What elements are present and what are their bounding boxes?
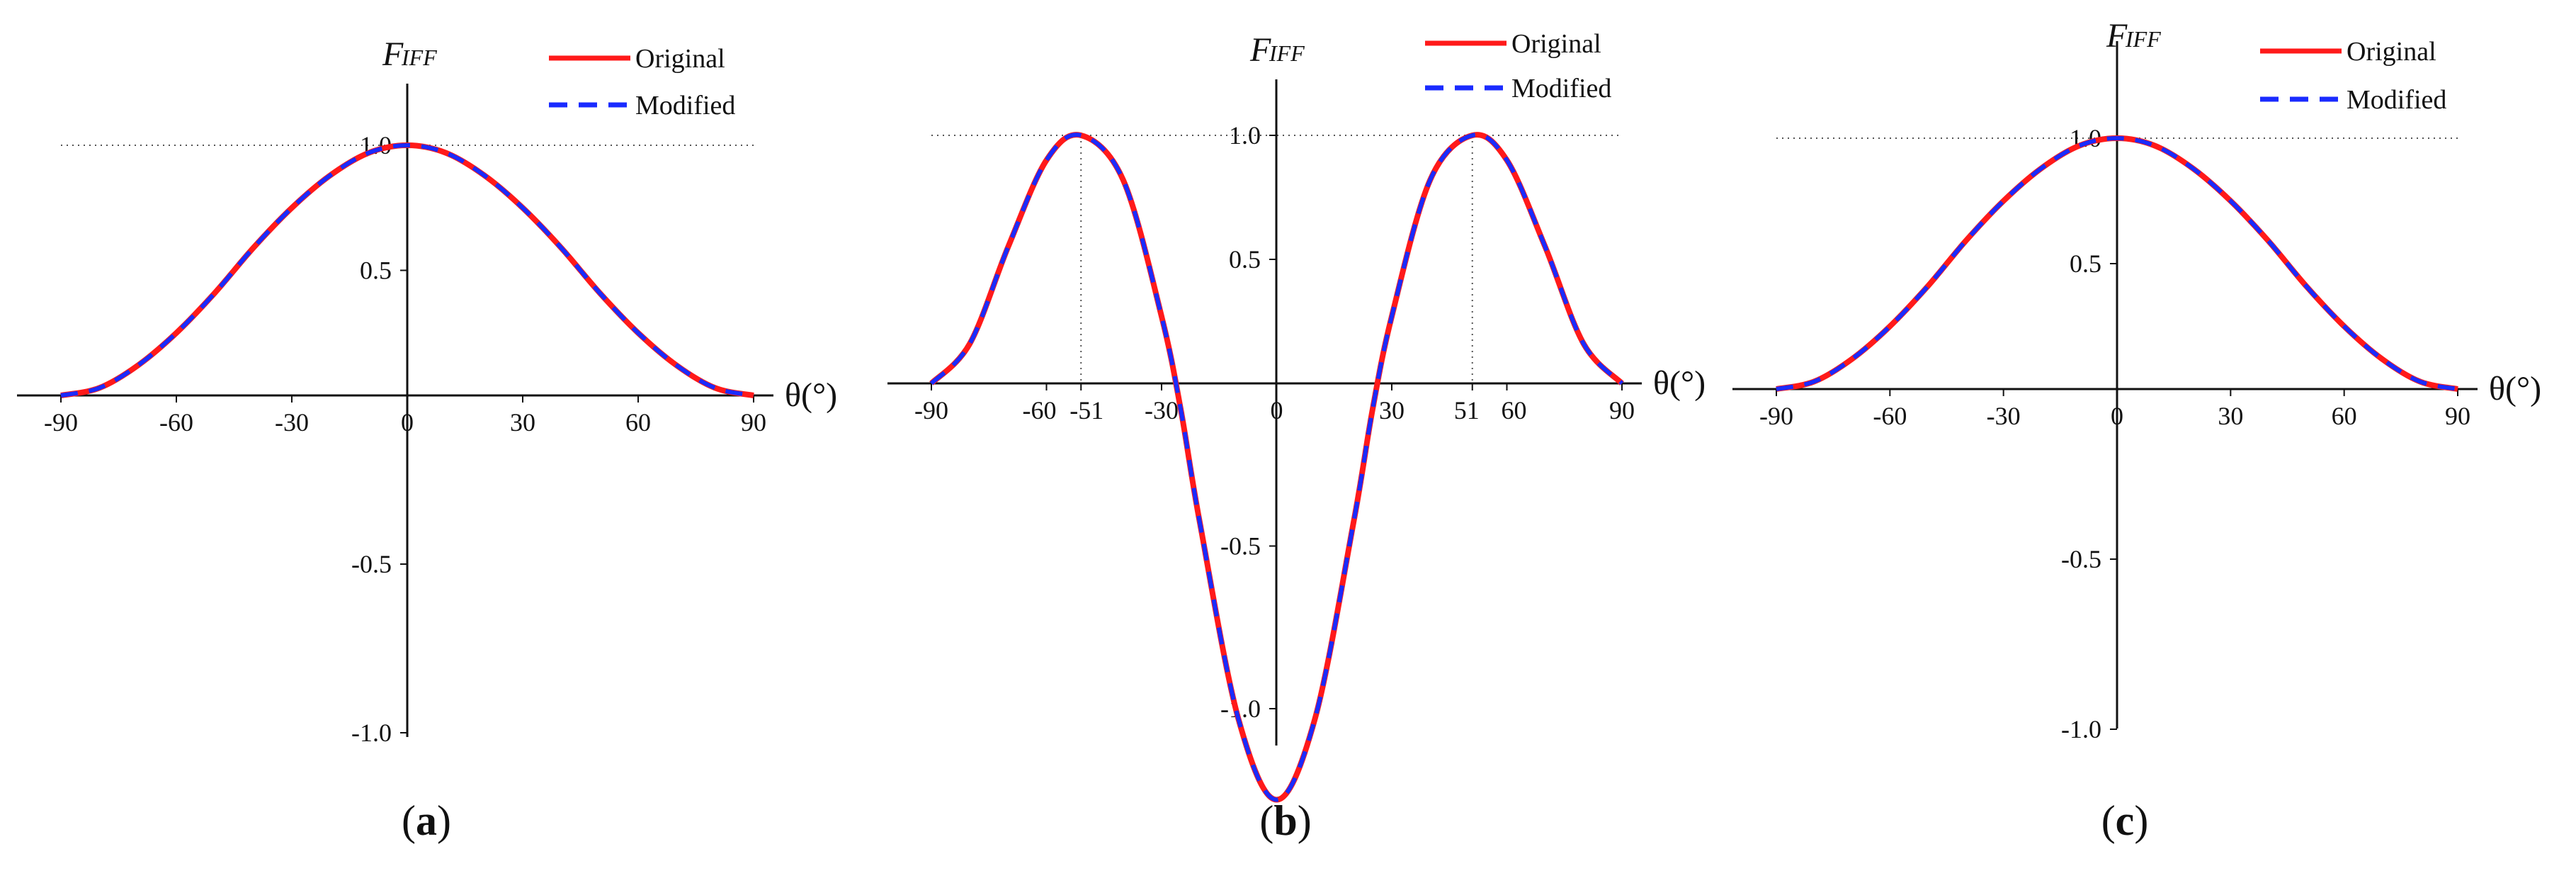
- y-tick-label: -0.5: [2061, 545, 2101, 573]
- y-tick-label: 0.5: [2070, 249, 2101, 278]
- series-line-modified: [929, 133, 1624, 802]
- panel-b: -90 -60 -51 -30 0 30 51 60 901.00.5-0.5-1.0FIFFθ…: [887, 29, 1706, 844]
- y-axis-label: F: [1249, 31, 1271, 69]
- x-tick-label: -60: [1873, 402, 1907, 430]
- y-axis-label-sub: IFF: [401, 45, 437, 70]
- legend: Original Modified: [549, 44, 735, 120]
- panel-label: (b): [1259, 797, 1311, 844]
- y-axis-label: F: [382, 35, 404, 73]
- x-tick-label: -30: [1145, 396, 1179, 424]
- legend-label-original: Original: [635, 44, 725, 74]
- x-tick-label: 30: [510, 408, 535, 437]
- y-tick-label: 0.5: [1229, 245, 1261, 274]
- x-tick-label: 51: [1454, 396, 1480, 424]
- series-line-modified: [1776, 135, 2458, 391]
- x-tick-label: 0: [2111, 402, 2123, 430]
- x-tick-label: -30: [1987, 402, 2021, 430]
- y-tick-label: -0.5: [351, 550, 392, 578]
- x-tick-label: 30: [1379, 396, 1405, 424]
- legend-label-modified: Modified: [2347, 85, 2446, 115]
- x-tick-label: -30: [275, 408, 309, 437]
- y-tick-label: 1.0: [1229, 121, 1261, 150]
- x-tick-label: 90: [741, 408, 766, 437]
- y-tick-label: -1.0: [351, 719, 392, 747]
- x-tick-label: 60: [1502, 396, 1527, 424]
- legend-label-original: Original: [1511, 29, 1601, 59]
- x-tick-label: 30: [2218, 402, 2243, 430]
- x-tick-label: -51: [1069, 396, 1103, 424]
- panel-c: -90 -60 -30 0 30 60 901.00.5-0.5-1.0FIFFθ(°)Or…: [1732, 17, 2541, 844]
- x-axis-label: θ(°): [785, 376, 837, 414]
- x-tick-label: -90: [914, 396, 948, 424]
- series-line-modified: [60, 142, 754, 398]
- x-tick-label: -60: [1023, 396, 1057, 424]
- x-tick-label: 0: [1271, 396, 1283, 424]
- y-axis-label: F: [2106, 17, 2128, 55]
- x-tick-label: 90: [1609, 396, 1635, 424]
- y-axis-label-sub: IFF: [2125, 26, 2161, 52]
- x-tick-label: -90: [44, 408, 78, 437]
- legend-label-modified: Modified: [1511, 74, 1611, 103]
- x-tick-label: 90: [2445, 402, 2470, 430]
- x-tick-label: 60: [2332, 402, 2357, 430]
- panel-a: -90 -60 -30 0 30 60 901.00.5-0.5-1.0FIFFθ(°)Or…: [17, 35, 837, 844]
- legend-label-modified: Modified: [635, 91, 735, 120]
- y-tick-label: -0.5: [1220, 532, 1261, 561]
- y-tick-label: -1.0: [2061, 715, 2101, 743]
- legend-label-original: Original: [2347, 37, 2436, 67]
- panel-label: (a): [402, 797, 451, 844]
- panel-label: (c): [2101, 797, 2149, 844]
- y-axis-label-sub: IFF: [1269, 40, 1305, 66]
- legend: Original Modified: [1425, 29, 1611, 103]
- x-tick-label: -60: [159, 408, 193, 437]
- x-axis-label: θ(°): [1653, 364, 1706, 402]
- x-tick-label: 0: [401, 408, 414, 437]
- x-tick-label: 60: [625, 408, 651, 437]
- x-tick-label: -90: [1759, 402, 1793, 430]
- x-axis-label: θ(°): [2489, 370, 2541, 407]
- legend: Original Modified: [2260, 37, 2446, 115]
- y-tick-label: 0.5: [360, 257, 392, 285]
